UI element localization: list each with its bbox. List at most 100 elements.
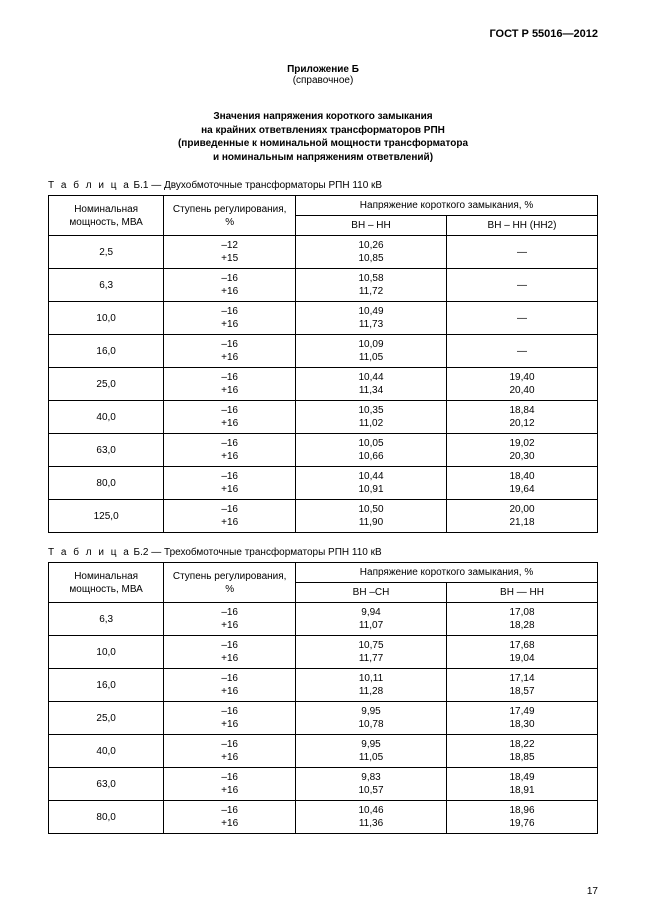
table-cell: 80,0 — [49, 801, 164, 834]
table-cell: 16,0 — [49, 335, 164, 368]
table-cell: 25,0 — [49, 702, 164, 735]
table-cell: — — [447, 335, 598, 368]
table-cell: 10,0510,66 — [296, 434, 447, 467]
table-cell: 16,0 — [49, 669, 164, 702]
table-cell: — — [447, 236, 598, 269]
table-cell: 19,4020,40 — [447, 368, 598, 401]
table-cell: –12+15 — [164, 236, 296, 269]
table-row: 6,3–16+169,9411,0717,0818,28 — [49, 603, 598, 636]
table-cell: — — [447, 302, 598, 335]
col-header-step: Ступень регулирования, % — [164, 196, 296, 236]
table-cell: 18,8420,12 — [447, 401, 598, 434]
table-cell: 10,5011,90 — [296, 500, 447, 533]
table-row: 25,0–16+1610,4411,3419,4020,40 — [49, 368, 598, 401]
table-cell: –16+16 — [164, 801, 296, 834]
table-cell: 10,3511,02 — [296, 401, 447, 434]
table-cell: 10,4410,91 — [296, 467, 447, 500]
table-cell: –16+16 — [164, 603, 296, 636]
table-cell: 6,3 — [49, 269, 164, 302]
appendix-label: Приложение Б — [48, 64, 598, 75]
col-header-vn-nn: ВН – НН — [296, 216, 447, 236]
table-cell: 10,1111,28 — [296, 669, 447, 702]
document-id: ГОСТ Р 55016—2012 — [48, 28, 598, 40]
table-row: 6,3–16+1610,5811,72— — [49, 269, 598, 302]
table-cell: 63,0 — [49, 434, 164, 467]
table-cell: 17,4918,30 — [447, 702, 598, 735]
table-cell: –16+16 — [164, 702, 296, 735]
table-cell: 9,9511,05 — [296, 735, 447, 768]
table-row: 40,0–16+1610,3511,0218,8420,12 — [49, 401, 598, 434]
table-row: 125,0–16+1610,5011,9020,0021,18 — [49, 500, 598, 533]
title-line: и номинальным напряжениям ответвлений) — [213, 152, 433, 163]
table-cell: –16+16 — [164, 669, 296, 702]
col-header-power: Номинальная мощность, МВА — [49, 196, 164, 236]
table-cell: –16+16 — [164, 434, 296, 467]
table-cell: 17,1418,57 — [447, 669, 598, 702]
table-row: 16,0–16+1610,1111,2817,1418,57 — [49, 669, 598, 702]
col-header-voltage-group: Напряжение короткого замыкания, % — [296, 196, 598, 216]
table-cell: 10,4911,73 — [296, 302, 447, 335]
table-cell: 10,2610,85 — [296, 236, 447, 269]
table-cell: –16+16 — [164, 269, 296, 302]
table-row: 10,0–16+1610,7511,7717,6819,04 — [49, 636, 598, 669]
table-b2: Номинальная мощность, МВА Ступень регули… — [48, 562, 598, 834]
table-cell: 17,6819,04 — [447, 636, 598, 669]
table-cell: 10,0911,05 — [296, 335, 447, 368]
table-cell: 6,3 — [49, 603, 164, 636]
table-row: 25,0–16+169,9510,7817,4918,30 — [49, 702, 598, 735]
table-cell: –16+16 — [164, 302, 296, 335]
table-cell: 9,9510,78 — [296, 702, 447, 735]
col-header-power: Номинальная мощность, МВА — [49, 563, 164, 603]
table-cell: 25,0 — [49, 368, 164, 401]
table-cell: 9,9411,07 — [296, 603, 447, 636]
table-cell: 10,7511,77 — [296, 636, 447, 669]
page-number: 17 — [587, 886, 598, 897]
col-header-vn-sn: ВН –СН — [296, 583, 447, 603]
table-b2-caption: Т а б л и ц а Б.2 — Трехобмоточные транс… — [48, 547, 598, 558]
table-cell: 10,0 — [49, 302, 164, 335]
table-cell: — — [447, 269, 598, 302]
table-row: 16,0–16+1610,0911,05— — [49, 335, 598, 368]
table-row: 10,0–16+1610,4911,73— — [49, 302, 598, 335]
table-cell: 9,8310,57 — [296, 768, 447, 801]
title-line: (приведенные к номинальной мощности тран… — [178, 138, 468, 149]
table-cell: 2,5 — [49, 236, 164, 269]
table-cell: 10,4611,36 — [296, 801, 447, 834]
col-header-step: Ступень регулирования, % — [164, 563, 296, 603]
table-cell: 18,4019,64 — [447, 467, 598, 500]
table-row: 2,5–12+1510,2610,85— — [49, 236, 598, 269]
table-row: 63,0–16+1610,0510,6619,0220,30 — [49, 434, 598, 467]
table-b1-caption: Т а б л и ц а Б.1 — Двухобмоточные транс… — [48, 180, 598, 191]
table-cell: –16+16 — [164, 335, 296, 368]
table-cell: 10,4411,34 — [296, 368, 447, 401]
col-header-vn-nn: ВН — НН — [447, 583, 598, 603]
table-cell: 63,0 — [49, 768, 164, 801]
table-cell: 40,0 — [49, 401, 164, 434]
title-line: на крайних ответвлениях трансформаторов … — [201, 125, 445, 136]
table-cell: –16+16 — [164, 401, 296, 434]
table-row: 40,0–16+169,9511,0518,2218,85 — [49, 735, 598, 768]
table-cell: 125,0 — [49, 500, 164, 533]
caption-prefix: Т а б л и ц а — [48, 180, 131, 191]
table-cell: –16+16 — [164, 735, 296, 768]
caption-text: Б.1 — Двухобмоточные трансформаторы РПН … — [131, 180, 382, 191]
table-cell: –16+16 — [164, 636, 296, 669]
table-cell: 10,0 — [49, 636, 164, 669]
table-cell: 17,0818,28 — [447, 603, 598, 636]
section-title: Значения напряжения короткого замыкания … — [48, 110, 598, 164]
col-header-vn-nn2: ВН – НН (НН2) — [447, 216, 598, 236]
table-cell: –16+16 — [164, 500, 296, 533]
col-header-voltage-group: Напряжение короткого замыкания, % — [296, 563, 598, 583]
table-cell: 19,0220,30 — [447, 434, 598, 467]
table-row: 80,0–16+1610,4410,9118,4019,64 — [49, 467, 598, 500]
appendix-note: (справочное) — [48, 75, 598, 86]
table-cell: –16+16 — [164, 368, 296, 401]
title-line: Значения напряжения короткого замыкания — [213, 111, 432, 122]
table-cell: 18,4918,91 — [447, 768, 598, 801]
table-cell: 80,0 — [49, 467, 164, 500]
table-cell: –16+16 — [164, 467, 296, 500]
table-cell: –16+16 — [164, 768, 296, 801]
table-cell: 20,0021,18 — [447, 500, 598, 533]
table-cell: 40,0 — [49, 735, 164, 768]
table-row: 80,0–16+1610,4611,3618,9619,76 — [49, 801, 598, 834]
